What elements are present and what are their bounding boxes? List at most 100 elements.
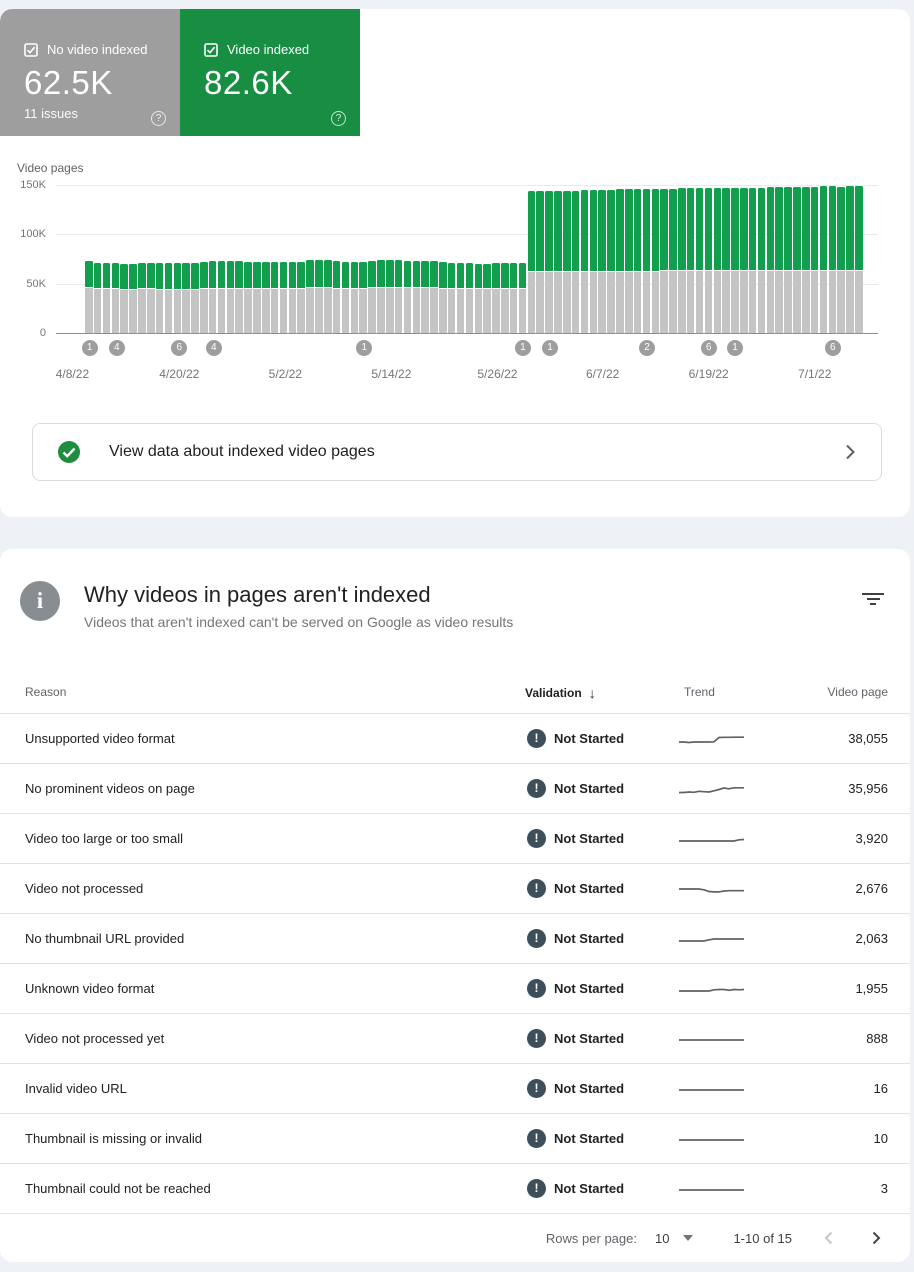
issue-count-badge[interactable]: 2 [639, 340, 656, 356]
table-row[interactable]: Unsupported video format! Not Started 38,0… [0, 713, 910, 763]
view-indexed-data-banner[interactable]: View data about indexed video pages [32, 423, 882, 481]
issue-count-badge[interactable]: 4 [108, 340, 125, 356]
column-header-reason[interactable]: Reason [25, 685, 67, 699]
bar-segment-no-video-indexed [350, 289, 359, 333]
table-row[interactable]: No prominent videos on page! Not Started 3… [0, 763, 910, 813]
table-row[interactable]: Thumbnail could not be reached! Not Start… [0, 1163, 910, 1213]
bar-segment-video-indexed [368, 260, 376, 288]
checkbox-checked-icon[interactable] [204, 42, 218, 57]
bar-segment-video-indexed [501, 263, 509, 289]
bar-segment-video-indexed [439, 262, 447, 288]
column-header-validation[interactable]: Validation ↓ [525, 685, 596, 701]
validation-cell: ! Not Started [527, 829, 624, 848]
trend-sparkline [679, 938, 744, 942]
next-page-button[interactable] [864, 1226, 888, 1250]
bar-segment-no-video-indexed [775, 270, 784, 333]
bar-segment-no-video-indexed [200, 289, 208, 333]
validation-cell: ! Not Started [527, 929, 624, 948]
bar-segment-video-indexed [447, 262, 456, 288]
bar-segment-no-video-indexed [509, 289, 518, 333]
bar-segment-video-indexed [704, 188, 713, 271]
bar-segment-video-indexed [580, 189, 589, 271]
trend-sparkline [679, 1189, 744, 1191]
bar-segment-no-video-indexed [642, 271, 651, 333]
chart-axis-title: Video pages [17, 161, 84, 175]
issue-count-badge[interactable]: 6 [700, 340, 717, 356]
bar-segment-video-indexed [164, 263, 173, 290]
issue-count-badge[interactable]: 6 [824, 340, 841, 356]
bar-segment-video-indexed [509, 262, 518, 289]
bar-segment-no-video-indexed [412, 288, 421, 333]
table-row[interactable]: Thumbnail is missing or invalid! Not Star… [0, 1113, 910, 1163]
bar-segment-video-indexed [129, 263, 137, 289]
bar-segment-no-video-indexed [748, 270, 757, 333]
bar-segment-no-video-indexed [616, 271, 624, 333]
bar-segment-video-indexed [492, 263, 500, 288]
bar-segment-video-indexed [571, 191, 580, 272]
bar-segment-video-indexed [182, 262, 190, 289]
bar-segment-video-indexed [598, 189, 606, 271]
bar-segment-no-video-indexed [421, 288, 429, 333]
bar-segment-video-indexed [155, 262, 164, 289]
bar-segment-no-video-indexed [324, 288, 332, 333]
table-row[interactable]: Video not processed! Not Started 2,676 [0, 863, 910, 913]
chevron-right-icon[interactable] [845, 444, 855, 460]
video-page-count: 16 [873, 1081, 888, 1096]
bar-segment-no-video-indexed [217, 289, 226, 333]
validation-status: Not Started [554, 931, 625, 946]
bar-segment-video-indexed [642, 189, 651, 271]
issue-count-badge[interactable]: 1 [726, 340, 743, 356]
chart-gridline [56, 234, 878, 236]
bar-segment-no-video-indexed [279, 288, 288, 333]
bar-segment-no-video-indexed [385, 287, 394, 333]
table-row[interactable]: Video too large or too small! Not Started… [0, 813, 910, 863]
bar-segment-no-video-indexed [660, 271, 668, 333]
bar-segment-video-indexed [713, 188, 722, 271]
reason-cell: No thumbnail URL provided [25, 931, 185, 946]
column-header-trend[interactable]: Trend [684, 685, 715, 699]
help-icon[interactable]: ? [151, 111, 166, 126]
issue-count-badge[interactable]: 1 [81, 340, 98, 356]
summary-tile-no-video-indexed[interactable]: No video indexed 62.5K 11 issues ? [0, 9, 180, 136]
validation-cell: ! Not Started [527, 979, 624, 998]
tile-value: 62.5K [24, 64, 113, 101]
reason-cell: Video not processed [25, 881, 144, 896]
bar-segment-no-video-indexed [580, 271, 589, 333]
bar-segment-video-indexed [253, 262, 261, 289]
previous-page-button[interactable] [816, 1226, 840, 1250]
trend-sparkline [679, 988, 744, 992]
bar-segment-video-indexed [217, 260, 226, 289]
issue-count-badge[interactable]: 1 [514, 340, 531, 356]
bar-segment-no-video-indexed [129, 289, 137, 333]
bar-segment-no-video-indexed [120, 289, 128, 333]
filter-icon[interactable] [862, 593, 884, 609]
issue-count-badge[interactable]: 6 [171, 340, 188, 356]
issue-count-badge[interactable]: 4 [205, 340, 222, 356]
bar-segment-no-video-indexed [527, 272, 536, 333]
rows-per-page-value[interactable]: 10 [654, 1230, 670, 1246]
bar-segment-no-video-indexed [288, 288, 297, 333]
table-row[interactable]: Video not processed yet! Not Started 888 [0, 1013, 910, 1063]
bar-segment-no-video-indexed [341, 288, 350, 333]
bar-segment-no-video-indexed [740, 271, 748, 333]
validation-cell: ! Not Started [527, 879, 624, 898]
bar-segment-video-indexed [527, 190, 536, 272]
bar-segment-no-video-indexed [686, 271, 695, 333]
column-header-video-page[interactable]: Video page [827, 685, 888, 699]
error-icon: ! [527, 929, 546, 948]
table-row[interactable]: Invalid video URL! Not Started 16 [0, 1063, 910, 1113]
trend-sparkline [679, 888, 744, 893]
summary-tile-video-indexed[interactable]: Video indexed 82.6K ? [180, 9, 360, 136]
pagination-range: 1-10 of 15 [733, 1230, 792, 1246]
table-row[interactable]: Unknown video format! Not Started 1,955 [0, 963, 910, 1013]
issue-count-badge[interactable]: 1 [542, 340, 559, 356]
help-icon[interactable]: ? [331, 111, 346, 126]
chart-x-tick-label: 5/14/22 [371, 367, 412, 381]
bar-segment-no-video-indexed [624, 271, 633, 333]
bar-segment-no-video-indexed [465, 288, 474, 333]
rows-per-page-dropdown-icon[interactable] [683, 1235, 694, 1241]
issue-count-badge[interactable]: 1 [356, 340, 373, 356]
checkbox-checked-icon[interactable] [24, 42, 38, 57]
table-row[interactable]: No thumbnail URL provided! Not Started 2,0… [0, 913, 910, 963]
error-icon: ! [527, 729, 546, 748]
